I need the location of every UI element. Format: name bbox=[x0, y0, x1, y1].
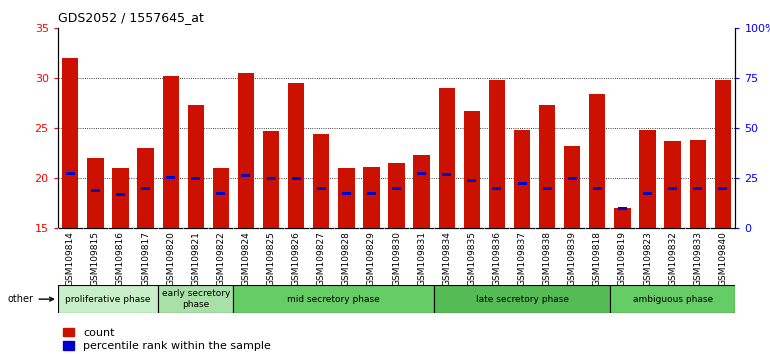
Bar bbox=[593, 187, 602, 190]
Text: GSM109814: GSM109814 bbox=[65, 231, 75, 286]
Text: GSM109819: GSM109819 bbox=[618, 231, 627, 286]
Text: GSM109833: GSM109833 bbox=[693, 231, 702, 286]
Bar bbox=[162, 76, 179, 228]
Bar bbox=[665, 141, 681, 228]
Text: GSM109816: GSM109816 bbox=[116, 231, 125, 286]
Text: GSM109837: GSM109837 bbox=[517, 231, 527, 286]
Text: mid secretory phase: mid secretory phase bbox=[287, 295, 380, 304]
Bar bbox=[639, 130, 656, 228]
Bar bbox=[567, 177, 577, 180]
Text: ambiguous phase: ambiguous phase bbox=[632, 295, 713, 304]
Bar bbox=[191, 177, 200, 180]
Bar bbox=[539, 105, 555, 228]
Text: GSM109825: GSM109825 bbox=[266, 231, 276, 286]
Text: GSM109834: GSM109834 bbox=[442, 231, 451, 286]
Bar bbox=[614, 208, 631, 228]
Legend: count, percentile rank within the sample: count, percentile rank within the sample bbox=[63, 328, 271, 351]
Bar bbox=[417, 172, 426, 175]
Text: GSM109818: GSM109818 bbox=[593, 231, 602, 286]
Bar bbox=[434, 285, 610, 313]
Bar bbox=[238, 73, 254, 228]
Text: GSM109822: GSM109822 bbox=[216, 231, 226, 286]
Bar bbox=[467, 179, 477, 182]
Text: GSM109836: GSM109836 bbox=[493, 231, 501, 286]
Bar bbox=[564, 146, 581, 228]
Text: GSM109838: GSM109838 bbox=[543, 231, 551, 286]
Text: GSM109815: GSM109815 bbox=[91, 231, 100, 286]
Bar bbox=[514, 130, 531, 228]
Bar bbox=[392, 187, 401, 190]
Bar bbox=[442, 173, 451, 176]
Bar bbox=[668, 187, 677, 190]
Bar bbox=[439, 88, 455, 228]
Bar bbox=[313, 134, 330, 228]
Bar bbox=[266, 177, 276, 180]
Text: GDS2052 / 1557645_at: GDS2052 / 1557645_at bbox=[58, 11, 203, 24]
Bar bbox=[493, 187, 501, 190]
Text: proliferative phase: proliferative phase bbox=[65, 295, 151, 304]
Bar bbox=[288, 83, 304, 228]
Bar bbox=[543, 187, 551, 190]
Bar bbox=[589, 94, 605, 228]
Text: GSM109821: GSM109821 bbox=[191, 231, 200, 286]
Text: GSM109831: GSM109831 bbox=[417, 231, 426, 286]
Bar bbox=[65, 172, 75, 175]
Bar bbox=[137, 148, 154, 228]
Bar bbox=[116, 193, 125, 196]
Bar bbox=[690, 140, 706, 228]
Text: GSM109820: GSM109820 bbox=[166, 231, 176, 286]
Bar bbox=[413, 155, 430, 228]
Bar bbox=[242, 174, 250, 177]
Text: GSM109827: GSM109827 bbox=[316, 231, 326, 286]
Text: GSM109826: GSM109826 bbox=[292, 231, 300, 286]
Text: GSM109832: GSM109832 bbox=[668, 231, 677, 286]
Text: GSM109829: GSM109829 bbox=[367, 231, 376, 286]
Text: GSM109824: GSM109824 bbox=[242, 231, 250, 286]
Bar bbox=[87, 158, 103, 228]
Text: GSM109840: GSM109840 bbox=[718, 231, 728, 286]
Bar bbox=[643, 192, 652, 195]
Bar bbox=[213, 169, 229, 228]
Bar bbox=[342, 192, 351, 195]
Text: GSM109835: GSM109835 bbox=[467, 231, 477, 286]
Bar bbox=[367, 192, 376, 195]
Bar bbox=[158, 285, 233, 313]
Bar bbox=[263, 131, 280, 228]
Bar bbox=[233, 285, 434, 313]
Bar bbox=[517, 182, 527, 185]
Text: GSM109823: GSM109823 bbox=[643, 231, 652, 286]
Bar bbox=[618, 207, 627, 210]
Bar bbox=[338, 169, 354, 228]
Text: late secretory phase: late secretory phase bbox=[476, 295, 568, 304]
Bar bbox=[388, 163, 405, 228]
Bar bbox=[718, 187, 728, 190]
Bar bbox=[216, 192, 226, 195]
Bar bbox=[316, 187, 326, 190]
Bar bbox=[464, 111, 480, 228]
Bar bbox=[693, 187, 702, 190]
Bar bbox=[715, 80, 731, 228]
Bar bbox=[292, 177, 300, 180]
Bar bbox=[58, 285, 158, 313]
Bar bbox=[610, 285, 735, 313]
Text: GSM109830: GSM109830 bbox=[392, 231, 401, 286]
Text: early secretory
phase: early secretory phase bbox=[162, 290, 230, 309]
Bar bbox=[489, 80, 505, 228]
Text: GSM109817: GSM109817 bbox=[141, 231, 150, 286]
Text: GSM109828: GSM109828 bbox=[342, 231, 351, 286]
Bar bbox=[112, 169, 129, 228]
Text: GSM109839: GSM109839 bbox=[567, 231, 577, 286]
Text: other: other bbox=[8, 294, 53, 304]
Bar bbox=[141, 187, 150, 190]
Bar bbox=[62, 58, 79, 228]
Bar bbox=[188, 105, 204, 228]
Bar bbox=[363, 167, 380, 228]
Bar bbox=[91, 189, 100, 192]
Bar bbox=[166, 176, 175, 179]
